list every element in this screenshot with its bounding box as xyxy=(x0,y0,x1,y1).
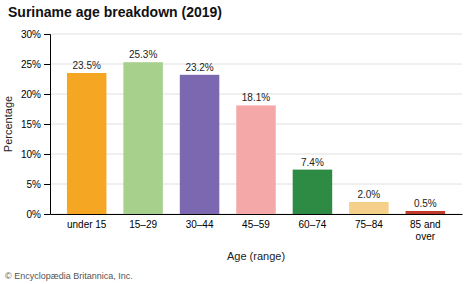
tick: 25% xyxy=(21,59,50,70)
tick-label: 30% xyxy=(21,29,41,40)
tick: 15% xyxy=(21,119,50,130)
tick-label: 25% xyxy=(21,59,41,70)
axis-line xyxy=(51,214,463,215)
x-axis-title: Age (range) xyxy=(227,250,285,262)
tick-label: 45–59 xyxy=(242,219,270,230)
bar xyxy=(293,170,333,214)
tick: 0% xyxy=(27,209,50,220)
data-label: 25.3% xyxy=(129,49,157,60)
axis-line xyxy=(44,35,51,215)
y-axis-title: Percentage xyxy=(2,96,14,152)
tick: 30–44 xyxy=(186,219,214,230)
data-label: 18.1% xyxy=(242,92,270,103)
data-label: 7.4% xyxy=(301,157,324,168)
tick-mark xyxy=(44,154,50,155)
bar xyxy=(406,211,446,214)
bar xyxy=(236,105,276,214)
tick-label: 30–44 xyxy=(186,219,214,230)
grid-line xyxy=(50,34,462,35)
tick: 20% xyxy=(21,89,50,100)
bars xyxy=(67,62,445,214)
tick-mark xyxy=(44,94,50,95)
y-axis: 0% 5% 10% 15% 20% 25% 30% xyxy=(21,29,51,220)
data-label: 23.5% xyxy=(73,60,101,71)
data-labels: 23.5% 25.3% 23.2% 18.1% 7.4% 2.0% 0.5% xyxy=(73,49,437,209)
tick-label: 75–84 xyxy=(355,219,383,230)
tick: 10% xyxy=(21,149,50,160)
tick: 15–29 xyxy=(129,219,157,230)
grid-line xyxy=(50,64,462,65)
data-label: 0.5% xyxy=(414,198,437,209)
tick-label: 15–29 xyxy=(129,219,157,230)
data-label: 2.0% xyxy=(357,189,380,200)
tick: under 15 xyxy=(67,219,107,230)
tick: 30% xyxy=(21,29,50,40)
bar xyxy=(123,62,163,214)
tick-label: under 15 xyxy=(67,219,107,230)
x-axis: under 15 15–29 30–44 45–59 60–74 75–84 85 ando… xyxy=(51,215,463,242)
bar xyxy=(67,73,107,214)
tick: 60–74 xyxy=(299,219,327,230)
tick-mark xyxy=(44,64,50,65)
tick-label: 20% xyxy=(21,89,41,100)
tick-label: 0% xyxy=(27,209,42,220)
tick-label: 10% xyxy=(21,149,41,160)
bar xyxy=(180,75,220,214)
tick-label: 5% xyxy=(27,179,42,190)
chart: 0% 5% 10% 15% 20% 25% 30% under 15 15–29 30–44 45–… xyxy=(0,0,474,284)
plot: 0% 5% 10% 15% 20% 25% 30% under 15 15–29 30–44 45–… xyxy=(21,29,463,242)
tick: 85 andover xyxy=(410,219,441,242)
tick-label: 15% xyxy=(21,119,41,130)
tick: 75–84 xyxy=(355,219,383,230)
bar xyxy=(349,202,389,214)
tick: 5% xyxy=(27,179,50,190)
tick-label: 60–74 xyxy=(299,219,327,230)
tick-mark xyxy=(44,34,50,35)
tick-mark xyxy=(44,184,50,185)
tick: 45–59 xyxy=(242,219,270,230)
data-label: 23.2% xyxy=(185,62,213,73)
tick-mark xyxy=(44,214,50,215)
title: Suriname age breakdown (2019) xyxy=(8,4,222,20)
tick-mark xyxy=(44,124,50,125)
footer: © Encyclopædia Britannica, Inc. xyxy=(5,271,133,281)
grid xyxy=(50,34,462,214)
tick-label: 85 andover xyxy=(410,219,441,242)
